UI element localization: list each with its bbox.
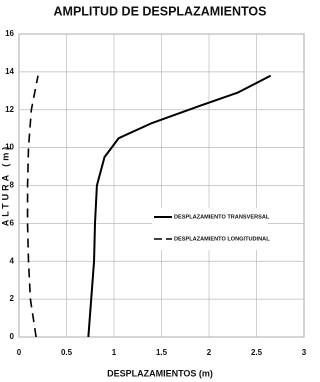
x-tick-label: 0.5	[61, 348, 73, 357]
x-tick-label: 1.5	[156, 348, 168, 357]
y-tick-label: 4	[10, 256, 15, 265]
data-line	[87, 74, 272, 338]
x-tick-label: 2.5	[251, 348, 263, 357]
y-tick-label: 2	[10, 294, 15, 303]
legend-box	[152, 208, 268, 250]
y-tick-label: 12	[5, 105, 14, 114]
legend-label: DESPLAZAMIENTO TRANSVERSAL	[174, 214, 270, 220]
legend-label: DESPLAZAMIENTO LONGITUDINAL	[174, 236, 270, 242]
x-axis-label: DESPLAZAMIENTOS (m)	[107, 368, 213, 378]
chart-title: AMPLITUD DE DESPLAZAMIENTOS	[54, 4, 267, 18]
chart: AMPLITUD DE DESPLAZAMIENTOS DESPLAZAMIEN…	[0, 4, 307, 378]
y-tick-label: 14	[5, 67, 14, 76]
y-tick-label: 8	[10, 181, 15, 190]
y-tick-label: 6	[10, 218, 15, 227]
x-tick-label: 0	[17, 348, 22, 357]
y-tick-label: 16	[5, 29, 14, 38]
y-axis-label: ALTURA (m)	[0, 144, 10, 227]
y-tick-label: 10	[5, 143, 14, 152]
x-tick-label: 2	[207, 348, 212, 357]
x-tick-label: 1	[112, 348, 117, 357]
y-tick-label: 0	[10, 332, 15, 341]
x-tick-label: 3	[302, 348, 307, 357]
